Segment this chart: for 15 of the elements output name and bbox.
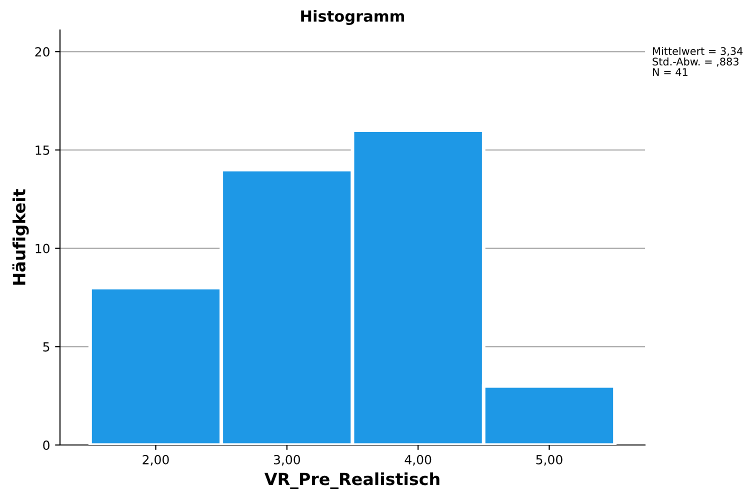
- x-tick-label: 3,00: [274, 454, 300, 466]
- chart-title: Histogramm: [301, 10, 404, 25]
- text: Mittelwert = 3,34: [653, 46, 743, 56]
- y-tick-label: 5: [43, 342, 50, 352]
- text: N = 41: [653, 68, 688, 76]
- text: Std.-Abw. = ,883: [652, 57, 738, 67]
- y-axis-title: Häufigkeit: [12, 189, 29, 285]
- x-tick-label: 2,00: [142, 454, 169, 466]
- y-tick-label: 0: [43, 440, 50, 450]
- y-tick-label: 20: [35, 47, 50, 57]
- x-tick-label: 4,00: [404, 454, 432, 466]
- x-tick-label: 5,00: [536, 454, 562, 466]
- x-axis-title: VR_Pre_Realistisch: [264, 472, 440, 489]
- y-tick-label: 15: [36, 146, 50, 155]
- y-tick-label: 10: [36, 244, 50, 254]
